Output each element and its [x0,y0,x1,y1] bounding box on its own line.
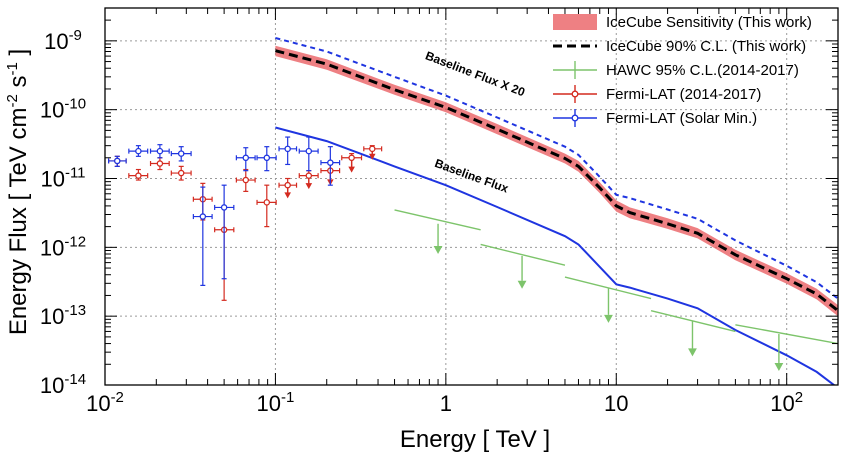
legend-label: Fermi-LAT (2014-2017) [606,86,761,103]
hawc-limit-arrow-head [604,314,613,323]
y-tick-label-base: 10 [40,98,64,123]
y-tick-label-exp: -10 [64,96,86,113]
y-axis-title: Energy Flux [ TeV cm-2 s-1 ] [4,49,32,335]
fermi-lat-solar-min-point [114,157,121,165]
legend-label: IceCube Sensitivity (This work) [606,14,812,31]
y-tick-label-exp: -13 [64,302,86,319]
x-tick-label-base: 10 [770,391,794,416]
legend-swatch-band [553,14,597,30]
legend-label: Fermi-LAT (Solar Min.) [606,110,757,127]
y-tick-label: 10-12 [40,233,86,260]
x-tick-label-base: 10 [604,391,628,416]
fermi-lat-solar-min-point [135,147,142,155]
fermi-lat-2014-2017-point [177,169,185,177]
hawc-limit-arrow-head [688,348,697,357]
x-tick-label: 10-1 [257,389,295,416]
fermi-lat-2014-2017-point [263,199,271,206]
baseline-annotation: Baseline Flux X 20 [423,48,527,99]
icecube-90-c-l-this-work-line [275,49,838,312]
y-tick-label-base: 10 [40,373,64,398]
hawc-limit-segment [650,310,736,333]
y-tick-label-base: 10 [44,29,68,54]
legend-entry: Fermi-LAT (Solar Min.) [553,109,757,127]
legend-entry: IceCube Sensitivity (This work) [553,14,812,31]
plot-frame [104,7,839,386]
x-axis-title: Energy [ TeV ] [400,426,550,453]
fermi-lat-2014-2017-point-ul-arrow-head [284,192,291,199]
hawc-limit-segment [480,243,566,266]
fermi-lat-2014-2017-point-ul-arrow-head [368,153,376,160]
axes-frame [104,7,839,386]
fermi-lat-2014-2017-point [305,172,313,179]
x-tick-label-exp: -1 [281,389,294,406]
y-axis-title-main: Energy Flux [ TeV cm [5,108,32,336]
fermi-lat-solar-min-point [220,204,228,211]
x-tick-label: 10-2 [86,389,124,416]
axis-ticks: 10-2 10-1 1 10 10210-910-1010-1110-1210-1310… [40,8,839,416]
y-tick-label: 10-13 [40,302,86,329]
fermi-lat-solar-min-point [327,159,334,166]
y-tick-label-exp: -11 [65,165,86,182]
hawc-limit-segment [735,324,838,345]
legend-swatch-marker [571,90,579,98]
fermi-lat-2014-2017-point-ul-arrow-head [305,183,313,190]
y-axis-title-end: ] [5,49,32,62]
fermi-lat-2014-2017-point [156,160,164,167]
fermi-lat-2014-2017-point [135,172,142,179]
legend-entry: HAWC 95% C.L.(2014-2017) [553,61,799,79]
legend: IceCube Sensitivity (This work) IceCube 9… [553,14,812,127]
legend-swatch-marker [571,114,579,122]
y-tick-label: 10-10 [40,96,86,123]
y-tick-label-base: 10 [40,304,64,329]
baseline-annotation: Baseline Flux [433,156,511,196]
legend-label: IceCube 90% C.L. (This work) [606,38,806,55]
hawc-limit-arrow-head [774,362,784,371]
legend-label: HAWC 95% C.L.(2014-2017) [606,62,799,79]
fermi-lat-solar-min-point [177,150,185,157]
x-tick-label: 102 [770,389,803,416]
fermi-lat-2014-2017-point [369,145,376,153]
x-tick-label-exp: -2 [111,389,124,406]
fermi-lat-solar-min-point [156,147,164,155]
y-tick-label-exp: -12 [64,233,86,250]
hawc-limit-segment [394,209,481,231]
fermi-lat-solar-min-point [263,154,271,162]
y-tick-label-exp: -9 [69,27,82,44]
y-axis-title-exp2: -1 [4,62,21,75]
legend-entry: IceCube 90% C.L. (This work) [553,38,806,55]
y-tick-label: 10-9 [44,27,82,54]
y-axis-title-exp1: -2 [4,94,21,107]
fermi-lat-solar-min-point [305,147,313,155]
fermi-lat-2014-2017-point [242,176,250,184]
y-axis-title-mid: s [5,76,32,95]
data-layer [108,37,838,385]
y-tick-label-base: 10 [40,167,64,192]
x-tick-label-base: 10 [86,391,110,416]
x-tick-label-exp: 2 [795,389,803,406]
x-tick-label: 10 [604,391,628,416]
y-tick-label-exp: -14 [64,371,86,388]
y-tick-label: 10-14 [40,371,86,398]
fermi-lat-solar-min-point [284,145,291,153]
fermi-lat-2014-2017-point [284,181,291,189]
y-tick-label: 10-11 [40,165,85,192]
y-tick-label-base: 10 [40,235,64,260]
x-tick-label: 1 [440,391,452,416]
fermi-lat-solar-min-point [199,213,207,220]
baseline-flux-line [275,126,836,385]
fermi-lat-solar-min-point [242,154,250,162]
hawc-limit-arrow-head [517,280,527,289]
x-tick-label-base: 1 [440,391,452,416]
fermi-lat-2014-2017-point [348,154,355,162]
fermi-lat-2014-2017-point-ul-arrow-head [348,166,355,173]
x-tick-label-base: 10 [257,391,281,416]
legend-entry: Fermi-LAT (2014-2017) [553,85,761,103]
hawc-limit-arrow-head [433,246,443,255]
